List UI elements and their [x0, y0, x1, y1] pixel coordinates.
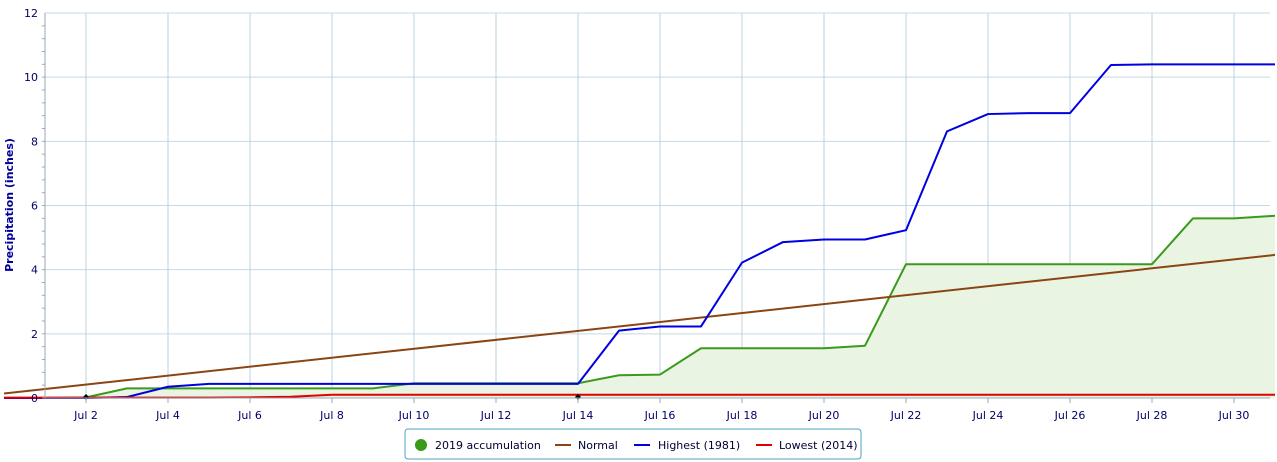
y-tick-label-0: 0: [31, 392, 38, 405]
legend-marker-2019: [415, 439, 427, 451]
accumulation-area-fill: [45, 215, 1275, 398]
x-tick-label-14: Jul 30: [1218, 409, 1250, 422]
x-tick-label-4: Jul 10: [398, 409, 430, 422]
x-tick-label-5: Jul 12: [480, 409, 512, 422]
y-tick-label-1: 2: [31, 328, 38, 341]
y-tick-label-3: 6: [31, 200, 38, 213]
legend-item-lowest[interactable]: Lowest (2014): [756, 439, 858, 452]
x-tick-label-13: Jul 28: [1136, 409, 1168, 422]
series-line-normal: [3, 253, 1276, 395]
x-tick-label-9: Jul 20: [808, 409, 840, 422]
legend-label-highest: Highest (1981): [658, 439, 740, 452]
accumulation-area: [45, 215, 1275, 398]
legend-item-normal[interactable]: Normal: [555, 439, 618, 452]
legend-item-2019-accumulation[interactable]: 2019 accumulation: [415, 439, 541, 452]
x-tick-label-1: Jul 4: [155, 409, 180, 422]
legend-item-highest[interactable]: Highest (1981): [634, 439, 740, 452]
x-tick-label-7: Jul 16: [644, 409, 676, 422]
y-tick-label-2: 4: [31, 264, 38, 277]
y-tick-label-4: 8: [31, 135, 38, 148]
x-tick-label-8: Jul 18: [726, 409, 758, 422]
legend-label-2019: 2019 accumulation: [435, 439, 541, 452]
series-line-2019-accumulation: [44, 214, 1276, 399]
x-tick-label-12: Jul 26: [1054, 409, 1086, 422]
axes: 0 2 4 6 8 10 12 Jul 2 Jul 4 Jul 6 Jul 8 Jul 10 Jul 1…: [24, 7, 1270, 422]
y-tick-label-6: 12: [24, 7, 38, 20]
legend[interactable]: 2019 accumulation Normal Highest (1981) …: [404, 428, 862, 460]
legend-box: [404, 428, 862, 460]
x-tick-label-2: Jul 6: [237, 409, 262, 422]
grid: [45, 12, 1270, 398]
legend-label-normal: Normal: [578, 439, 618, 452]
y-axis-title: Precipitation (inches): [3, 138, 16, 272]
series-line-highest-1981: [4, 63, 1275, 399]
x-tick-label-11: Jul 24: [972, 409, 1004, 422]
x-tick-label-3: Jul 8: [319, 409, 344, 422]
y-tick-label-5: 10: [24, 71, 38, 84]
x-tick-label-0: Jul 2: [73, 409, 98, 422]
x-tick-label-10: Jul 22: [890, 409, 922, 422]
legend-label-lowest: Lowest (2014): [779, 439, 858, 452]
x-tick-label-6: Jul 14: [562, 409, 594, 422]
